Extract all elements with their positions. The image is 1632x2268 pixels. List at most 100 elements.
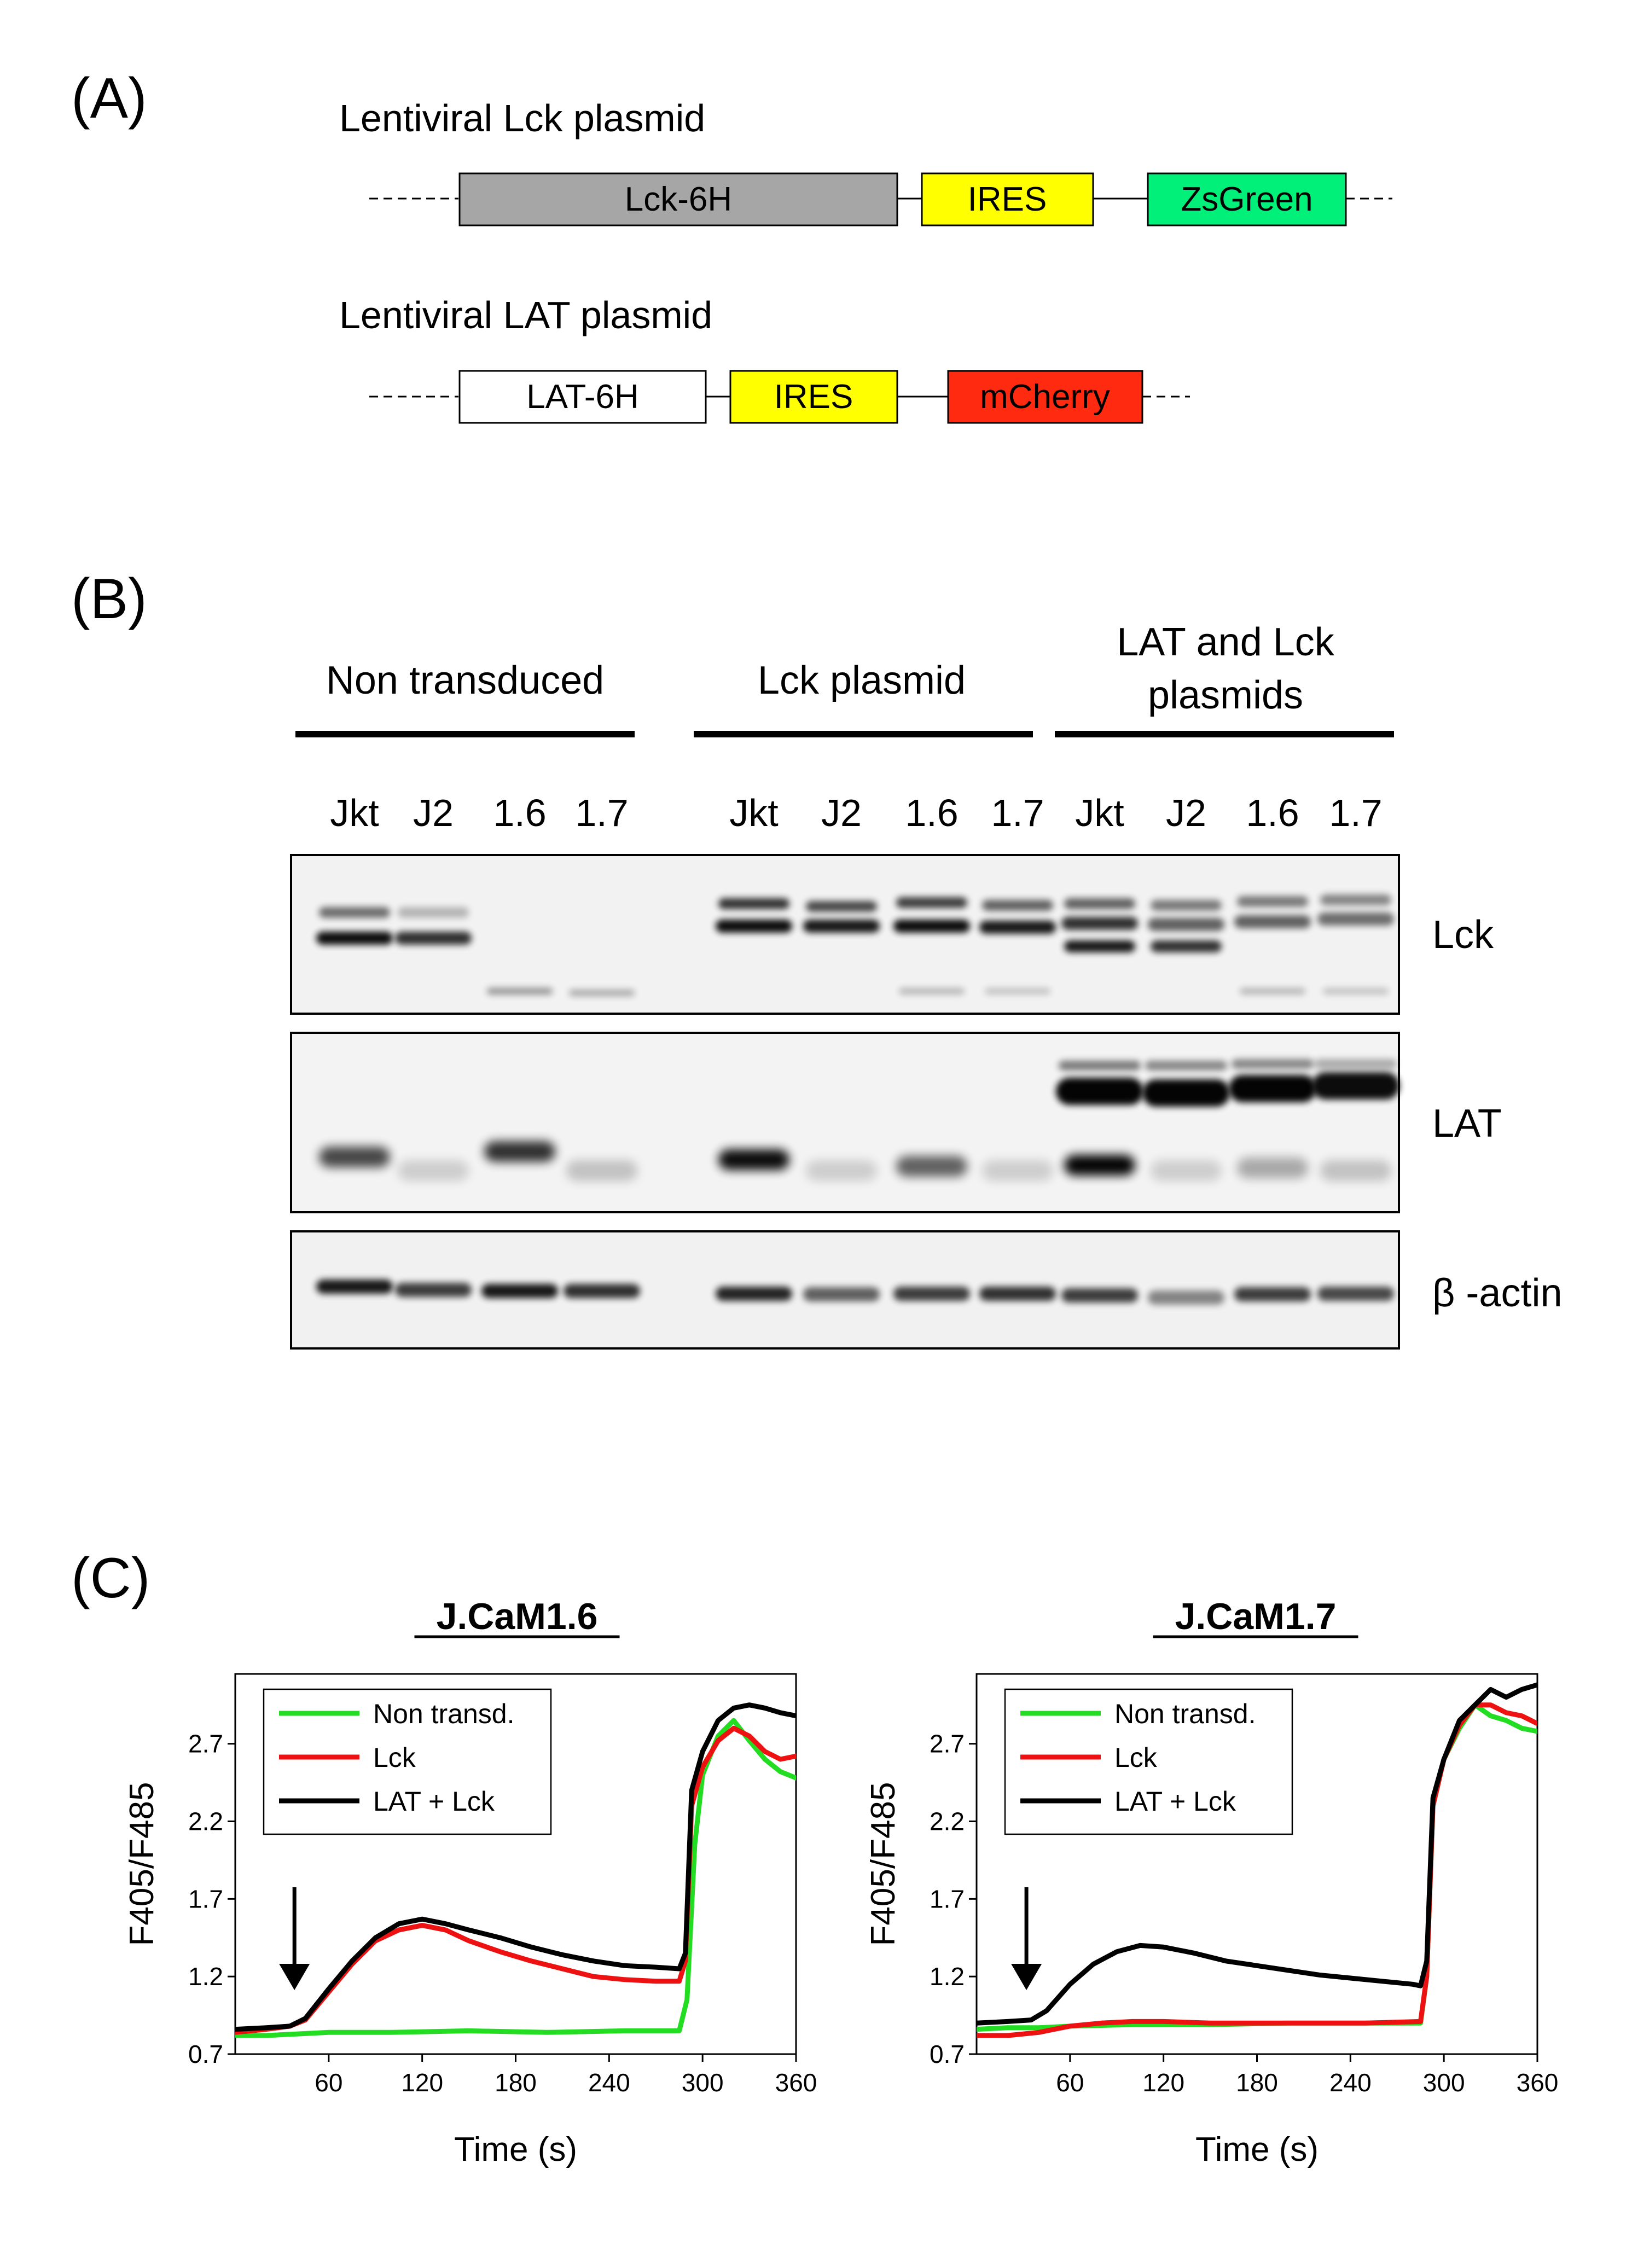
x-tick-label: 120 — [1142, 2068, 1184, 2097]
lck-plasmid-title: Lentiviral Lck plasmid — [339, 97, 705, 139]
y-tick-label: 2.7 — [930, 1730, 965, 1758]
panel-b: (B) Non transduced Lck plasmid LAT and L… — [71, 567, 1562, 1350]
blot-band — [1145, 1061, 1227, 1071]
blot-label-lat: LAT — [1432, 1102, 1502, 1145]
blot-band — [569, 990, 635, 996]
blot-band — [1234, 1287, 1311, 1301]
panel-a-label: (A) — [71, 67, 147, 130]
blot-lat — [290, 1032, 1400, 1213]
mcherry-segment — [947, 370, 1143, 424]
stimulus-arrowhead-icon — [279, 1964, 310, 1990]
y-tick-label: 2.2 — [188, 1807, 223, 1835]
blot-band — [1061, 1288, 1138, 1302]
blot-band — [487, 988, 553, 995]
x-tick-label: 300 — [682, 2068, 724, 2097]
lane-label: 1.6 — [1246, 792, 1299, 834]
blot-band — [395, 932, 472, 945]
group-bar-non-transduced — [295, 731, 635, 737]
lane-label: Jkt — [1075, 792, 1124, 834]
x-tick-label: 240 — [1329, 2068, 1372, 2097]
y-axis-label: F405/F485 — [123, 1782, 161, 1946]
blot-band — [1151, 900, 1222, 911]
blot-lat-frame — [290, 1032, 1400, 1213]
x-tick-label: 180 — [1236, 2068, 1278, 2097]
legend-label: Lck — [1114, 1742, 1158, 1773]
y-tick-label: 2.2 — [930, 1807, 965, 1835]
x-tick-label: 60 — [315, 2068, 342, 2097]
blot-band — [896, 1156, 967, 1177]
blot-band — [1323, 988, 1389, 995]
x-axis-label: Time (s) — [454, 2131, 577, 2168]
blot-band — [566, 1160, 637, 1181]
lat-6h-label: LAT-6H — [526, 378, 639, 416]
blot-band — [893, 920, 970, 933]
blot-label-actin: β -actin — [1432, 1271, 1562, 1315]
ires-label: IRES — [774, 378, 853, 416]
lat-plasmid-map: LAT-6H IRES mCherry — [369, 370, 1190, 424]
legend-label: Non transd. — [373, 1699, 514, 1729]
lane-label: 1.7 — [575, 792, 628, 834]
lane-label: 1.7 — [991, 792, 1044, 834]
blot-band — [1237, 896, 1308, 907]
blot-band — [803, 920, 880, 933]
lat-plasmid-title: Lentiviral LAT plasmid — [339, 294, 712, 336]
panel-a: (A) Lentiviral Lck plasmid Lck-6H IRES Z… — [71, 67, 1392, 424]
group-label-lck-plasmid: Lck plasmid — [758, 659, 966, 702]
blot-band — [564, 1284, 640, 1298]
blot-band — [899, 988, 965, 995]
blot-band — [1056, 1078, 1143, 1105]
blot-band — [1148, 1290, 1224, 1305]
blot-band — [398, 1160, 469, 1181]
chart-title: J.CaM1.6 — [437, 1596, 598, 1637]
legend-label: LAT + Lck — [1114, 1786, 1236, 1817]
blot-band — [1064, 1155, 1135, 1176]
legend-label: Lck — [373, 1742, 416, 1773]
blot-band — [1151, 1160, 1222, 1181]
y-axis-label: F405/F485 — [864, 1782, 902, 1946]
blot-band — [806, 1160, 877, 1181]
blot-band — [1317, 912, 1394, 926]
blot-band — [982, 900, 1053, 911]
blot-band — [1151, 940, 1222, 952]
series-line-lck — [977, 1702, 1537, 2038]
ires-segment — [729, 370, 898, 424]
chart-title: J.CaM1.7 — [1175, 1596, 1337, 1637]
mcherry-label: mCherry — [980, 378, 1110, 416]
y-tick-label: 1.2 — [930, 1962, 965, 1991]
x-tick-label: 120 — [401, 2068, 443, 2097]
group-label-non-transduced: Non transduced — [326, 659, 604, 702]
x-tick-label: 180 — [495, 2068, 537, 2097]
group-label-lat-lck-line2: plasmids — [1148, 673, 1303, 717]
blot-band — [982, 1160, 1053, 1181]
panel-c: (C) J.CaM1.6 0.7 1.2 1.7 2.2 2.7 60 120 180 240 30… — [71, 1546, 1558, 2168]
blot-band — [1232, 1059, 1314, 1069]
blot-band — [1315, 1059, 1397, 1069]
blot-band — [806, 901, 877, 912]
blot-band — [1142, 1079, 1230, 1107]
y-tick-label: 1.7 — [188, 1885, 223, 1913]
lane-label: J2 — [1166, 792, 1206, 834]
lane-label: 1.6 — [493, 792, 546, 834]
lane-label: Jkt — [330, 792, 379, 834]
y-tick-label: 0.7 — [930, 2040, 965, 2068]
blot-band — [1312, 1072, 1399, 1100]
group-bar-lck-plasmid — [694, 731, 1033, 737]
blot-band — [1064, 898, 1135, 909]
blot-band — [803, 1287, 880, 1301]
panel-b-label: (B) — [71, 567, 147, 631]
lane-label: 1.7 — [1329, 792, 1382, 834]
ires-label: IRES — [968, 181, 1047, 218]
group-label-lat-lck-line1: LAT and Lck — [1117, 620, 1335, 664]
lane-labels: Jkt J2 1.6 1.7 Jkt J2 1.6 1.7 Jkt J2 1.6 1.7 — [330, 792, 1382, 834]
series-line-lat-lck — [235, 1702, 796, 2032]
blot-band — [979, 1287, 1056, 1301]
blot-lck — [290, 854, 1400, 1015]
panel-c-label: (C) — [71, 1546, 150, 1610]
chart-jcam17: J.CaM1.7 0.7 1.2 1.7 2.2 2.7 60 120 180 240 300 360… — [864, 1596, 1558, 2168]
blot-band — [985, 988, 1050, 995]
blot-band — [1148, 918, 1224, 931]
x-axis-label: Time (s) — [1195, 2131, 1319, 2168]
legend-label: Non transd. — [1114, 1699, 1256, 1729]
chart-jcam16: J.CaM1.6 0.7 1.2 1.7 2.2 2.7 60 120 180 240 300 360… — [123, 1596, 817, 2168]
